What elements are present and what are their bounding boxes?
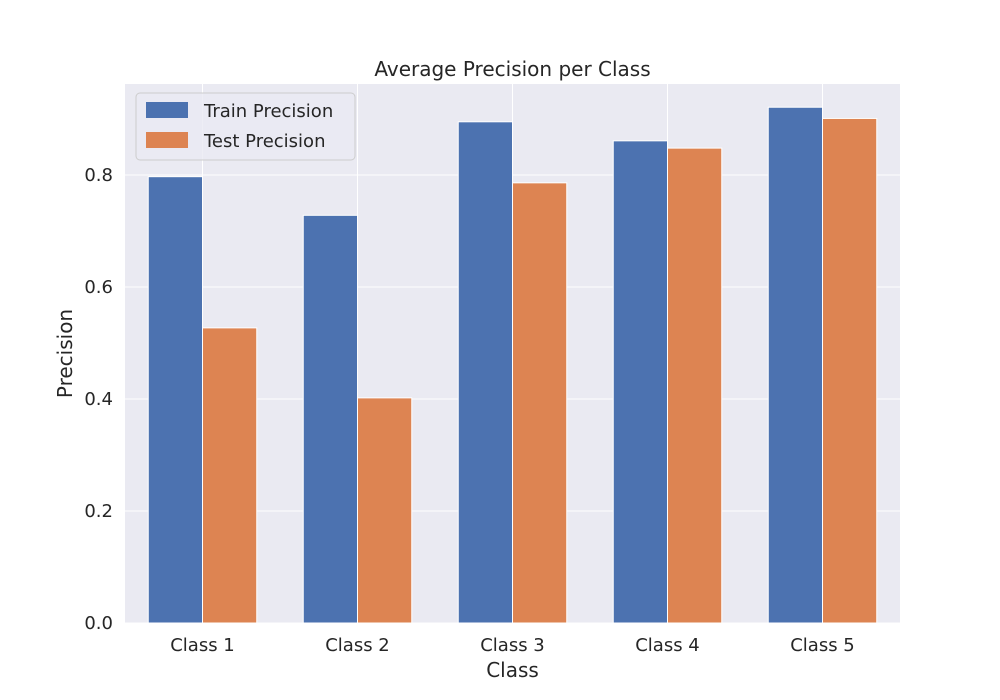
chart-title: Average Precision per Class <box>374 57 650 81</box>
x-axis-label: Class <box>486 658 539 682</box>
y-axis-label: Precision <box>53 309 77 398</box>
bar-train-3 <box>457 121 513 624</box>
x-tick-labels: Class 1 Class 2 Class 3 Class 4 Class 5 <box>170 635 855 656</box>
x-tick-label: Class 3 <box>480 635 545 656</box>
bar-test-3 <box>512 182 568 624</box>
bar-test-4 <box>667 147 723 624</box>
legend-box <box>135 92 356 161</box>
legend-label-test: Test Precision <box>203 131 325 152</box>
bar-train-1 <box>147 176 203 624</box>
y-tick-label: 0.2 <box>84 501 113 522</box>
bar-train-4 <box>612 140 668 624</box>
y-tick-labels: 0.0 0.2 0.4 0.6 0.8 <box>84 165 113 634</box>
y-tick-label: 0.6 <box>84 277 113 298</box>
bar-test-5 <box>822 117 878 624</box>
x-tick-label: Class 1 <box>170 635 235 656</box>
x-tick-label: Class 4 <box>635 635 700 656</box>
x-tick-label: Class 2 <box>325 635 390 656</box>
bar-test-1 <box>202 327 258 624</box>
x-tick-label: Class 5 <box>790 635 855 656</box>
y-tick-label: 0.0 <box>84 613 113 634</box>
legend-label-train: Train Precision <box>203 101 333 122</box>
legend-swatch-test <box>146 132 188 148</box>
y-tick-label: 0.8 <box>84 165 113 186</box>
legend-swatch-train <box>146 102 188 118</box>
legend: Train Precision Test Precision <box>135 92 356 161</box>
bars <box>147 106 878 624</box>
y-tick-label: 0.4 <box>84 389 113 410</box>
bar-train-2 <box>302 214 358 624</box>
bar-test-2 <box>357 397 413 624</box>
bar-train-5 <box>767 106 823 624</box>
